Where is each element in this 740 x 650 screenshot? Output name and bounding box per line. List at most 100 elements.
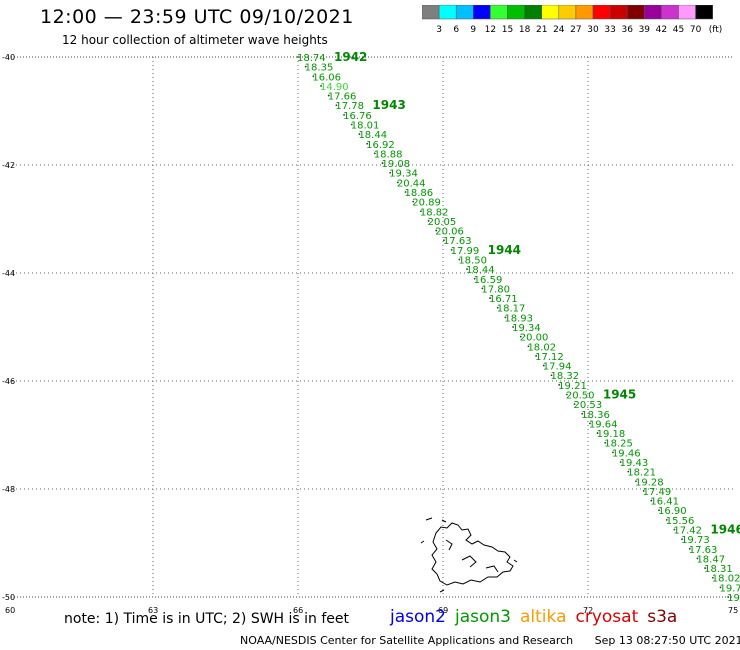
wave-height-label: 19.34 [512, 323, 541, 334]
colorbar-label: 15 [502, 25, 513, 35]
wave-height-label: 16.90 [658, 506, 687, 517]
wave-height-label: 18.50 [458, 256, 487, 267]
wave-height-label: 19.18 [597, 429, 626, 440]
wave-height-label: 18.93 [504, 313, 533, 324]
colorbar-label: 33 [604, 25, 615, 35]
time-label: 1943 [372, 98, 405, 112]
colorbar-label: 42 [656, 25, 667, 35]
wave-height-label: 18.47 [696, 554, 725, 565]
lat-tick-label: -48 [2, 485, 15, 494]
wave-height-label: 19.73 [681, 535, 710, 546]
track-point [350, 123, 353, 126]
wave-height-label: 18.44 [358, 130, 387, 141]
track-point [665, 518, 668, 521]
track-point [466, 268, 468, 271]
wave-height-label: 19.64 [589, 419, 618, 430]
track-point [573, 403, 576, 406]
grid-lines [8, 56, 733, 598]
track-point [389, 171, 392, 174]
track-point [443, 239, 445, 242]
track-point [642, 490, 645, 492]
track-point [688, 547, 691, 550]
kerguelen-island-coastline [420, 517, 518, 593]
lon-tick-label: 75 [728, 606, 738, 615]
wave-height-label: 19.08 [381, 159, 410, 170]
track-point [358, 133, 361, 136]
track-point [297, 56, 299, 58]
colorbar-label: 18 [519, 25, 531, 35]
track-point [550, 374, 553, 377]
track-point [504, 316, 507, 319]
track-point [673, 528, 676, 531]
track-point [519, 335, 522, 338]
track-point [535, 355, 538, 357]
colorbar-label: 3 [436, 25, 442, 35]
wave-height-label: 19.46 [612, 448, 641, 459]
wave-height-colorbar: 3 6 9 12 15 18 21 24 27 30 33 36 39 42 45 70 (ft) [422, 5, 722, 35]
wave-height-label: 16.92 [366, 140, 395, 151]
wave-height-label: 16.41 [650, 497, 679, 508]
wave-height-label: 17.66 [328, 92, 357, 103]
note-text: note: 1) Time is in UTC; 2) SWH is in fe… [64, 611, 350, 627]
generated-timestamp: Sep 13 08:27:50 UTC 2021 [594, 634, 740, 647]
lat-tick-label: -40 [2, 53, 15, 62]
track-point [542, 364, 545, 367]
track-point [588, 422, 591, 425]
wave-height-label: 18.21 [627, 468, 656, 479]
satellite-legend-altika: altika [520, 607, 567, 627]
wave-height-label: 20.44 [397, 178, 426, 189]
track-point [627, 470, 630, 473]
track-point [696, 557, 699, 560]
satellite-legend-jason3: jason3 [455, 607, 511, 627]
track-point [320, 85, 322, 87]
wave-height-label: 16.76 [343, 111, 372, 122]
wave-height-label: 17.42 [673, 526, 702, 537]
wave-height-label: 20.06 [435, 227, 464, 238]
lon-tick-label: 63 [148, 606, 158, 615]
track-point [404, 191, 407, 193]
track-point [727, 596, 730, 598]
track-point [527, 345, 530, 348]
track-point [581, 412, 584, 415]
wave-height-label: 19.34 [389, 169, 418, 180]
wave-height-label: 20.00 [520, 333, 549, 344]
lon-tick-label: 60 [5, 606, 15, 615]
track-point [612, 451, 614, 454]
track-point [704, 567, 707, 569]
satellite-legend: jason2 jason3 altika cryosat s3a [390, 607, 686, 627]
wave-height-label: 20.05 [428, 217, 457, 228]
colorbar-label: 9 [470, 25, 476, 35]
lon-tick-label: 69 [438, 606, 448, 615]
wave-height-label: 17.80 [481, 284, 510, 295]
colorbar-label: 70 [690, 25, 702, 35]
wave-height-label: 17.12 [535, 352, 564, 363]
track-point [565, 393, 568, 396]
wave-height-label: 16.71 [489, 294, 518, 305]
track-point [343, 113, 345, 116]
wave-height-label: 18.86 [405, 188, 434, 199]
track-point [635, 480, 637, 483]
track-point [373, 152, 376, 155]
colorbar-label: 21 [536, 25, 547, 35]
track-point [366, 142, 369, 145]
wave-height-label: 15.56 [666, 516, 695, 527]
wave-height-label: 18.36 [581, 410, 610, 421]
colorbar-swatch [695, 5, 713, 20]
time-label: 1942 [334, 50, 367, 64]
satellite-legend-s3a: s3a [647, 607, 678, 627]
track-point [596, 432, 599, 434]
wave-height-label: 19.4 [727, 593, 740, 604]
track-point [427, 220, 430, 222]
wave-height-label: 19.43 [620, 458, 649, 469]
wave-height-label: 18.32 [550, 371, 579, 382]
wave-height-label: 16.06 [312, 72, 341, 83]
track-point [681, 538, 683, 541]
wave-height-label: 20.89 [412, 198, 441, 209]
lon-tick-label: 72 [583, 606, 593, 615]
colorbar-label: 24 [553, 25, 565, 35]
wave-height-label: 18.17 [497, 304, 526, 315]
track-point [420, 210, 422, 213]
altimeter-track: 18.7418.3516.0614.9017.6617.7816.7618.01… [297, 50, 740, 604]
track-point [335, 104, 338, 107]
map-subtitle: 12 hour collection of altimeter wave hei… [62, 33, 328, 47]
